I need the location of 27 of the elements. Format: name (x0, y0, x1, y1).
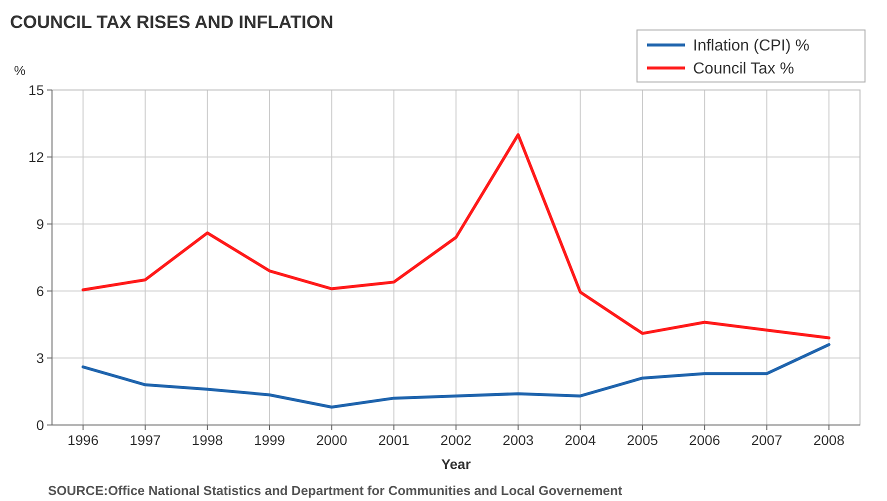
x-tick-label: 2008 (813, 432, 845, 448)
x-tick-label: 1997 (130, 432, 162, 448)
y-tick-label: 0 (36, 416, 44, 433)
x-tick-label: 1996 (68, 432, 99, 448)
y-tick-label: 15 (28, 82, 44, 98)
x-tick-label: 2006 (689, 432, 720, 448)
x-tick-label: 1999 (254, 432, 286, 448)
source-note: SOURCE:Office National Statistics and Department for Communities and Local Governement (48, 483, 623, 498)
legend-label: Council Tax % (693, 60, 794, 78)
y-tick-label: 3 (36, 350, 44, 366)
x-tick-label: 1998 (192, 432, 224, 448)
x-tick-label: 2000 (316, 432, 348, 448)
x-tick-label: 2005 (626, 432, 658, 448)
legend-label: Inflation (CPI) % (693, 38, 810, 55)
x-tick-label: 2001 (378, 432, 410, 448)
y-tick-label: 12 (28, 148, 44, 165)
y-axis-title: % (14, 63, 26, 78)
line-series (82, 343, 830, 409)
y-tick-label: 6 (36, 282, 44, 299)
y-tick-label: 9 (36, 216, 44, 232)
x-tick-label: 2003 (502, 432, 534, 448)
x-axis-title: Year (441, 456, 472, 472)
line-series (82, 133, 830, 340)
x-tick-label: 2002 (440, 432, 472, 448)
x-tick-label: 2004 (564, 432, 596, 448)
x-tick-label: 2007 (751, 432, 783, 448)
chart-title: COUNCIL TAX RISES AND INFLATION (10, 12, 334, 32)
